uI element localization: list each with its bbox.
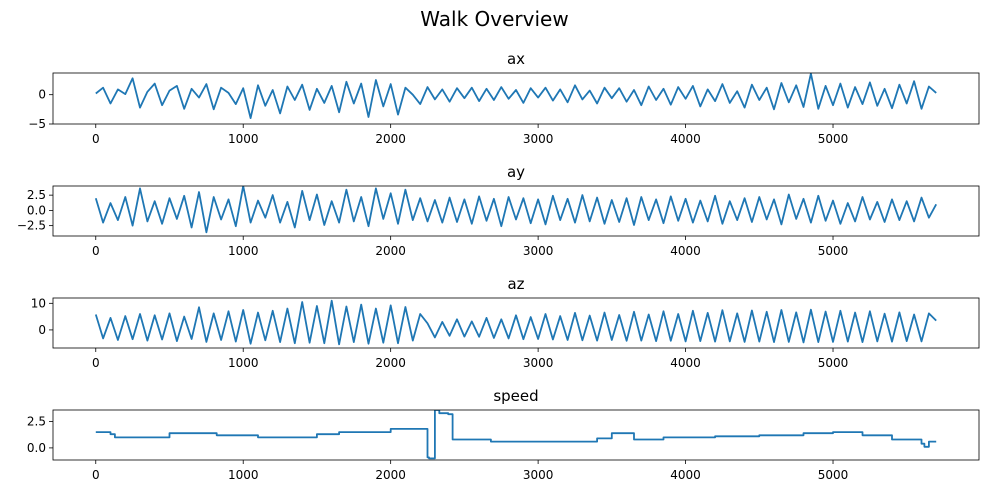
series-line-ax xyxy=(95,73,937,119)
x-tick-label: 5000 xyxy=(818,244,849,258)
x-tick-label: 3000 xyxy=(523,356,554,370)
axes-frame xyxy=(52,72,980,125)
x-tick-label: 1000 xyxy=(228,468,259,482)
x-tick-label: 0 xyxy=(92,468,100,482)
subplot-az: az 0 1000 2000 3000 4000 5000 10 0 xyxy=(31,275,980,370)
y-tick-label: 0 xyxy=(38,323,46,337)
y-tick-label: 0 xyxy=(38,88,46,102)
x-tick-label: 0 xyxy=(92,244,100,258)
y-tick-label: 2.5 xyxy=(27,415,46,429)
subplot-ay: ay 0 1000 2000 3000 4000 5000 2.50.0 −2.5 xyxy=(17,163,980,258)
x-tick-label: 3000 xyxy=(523,468,554,482)
series-line-az xyxy=(94,299,937,346)
x-tick-label: 1000 xyxy=(228,244,259,258)
subplot-title: ax xyxy=(507,50,525,68)
x-tick-label: 2000 xyxy=(375,468,406,482)
x-tick-label: 3000 xyxy=(523,132,554,146)
y-tick-label: 2.5 xyxy=(27,188,46,202)
axes-frame xyxy=(52,409,980,461)
x-tick-label: 0 xyxy=(92,356,100,370)
x-tick-label: 2000 xyxy=(375,244,406,258)
x-tick-label: 4000 xyxy=(670,132,701,146)
y-tick-label: −2.5 xyxy=(17,219,46,233)
x-tick-label: 2000 xyxy=(375,356,406,370)
subplot-speed: speed 0 1000 2000 3000 4000 5000 2.5 0.0 xyxy=(27,387,980,482)
subplot-ax: ax 0 1000 2000 3000 4000 5000 0 −5 xyxy=(28,50,980,146)
series-line-speed xyxy=(95,410,937,460)
x-tick-label: 2000 xyxy=(375,132,406,146)
x-tick-label: 5000 xyxy=(818,468,849,482)
x-tick-label: 5000 xyxy=(818,356,849,370)
subplot-title: speed xyxy=(493,387,538,405)
x-tick-label: 1000 xyxy=(228,132,259,146)
x-tick-label: 4000 xyxy=(670,244,701,258)
y-tick-label: 10 xyxy=(31,296,46,310)
y-tick-label: 0.0 xyxy=(27,441,46,455)
figure-title: Walk Overview xyxy=(420,7,568,31)
y-tick-label: 0.0 xyxy=(27,203,46,217)
axes-frame xyxy=(52,297,980,349)
subplot-title: az xyxy=(507,275,524,293)
axes-frame xyxy=(52,185,980,237)
x-tick-label: 1000 xyxy=(228,356,259,370)
series-line-ay xyxy=(94,186,937,234)
x-tick-label: 0 xyxy=(92,132,100,146)
x-tick-label: 4000 xyxy=(670,468,701,482)
x-tick-label: 3000 xyxy=(523,244,554,258)
x-tick-label: 4000 xyxy=(670,356,701,370)
x-tick-label: 5000 xyxy=(818,132,849,146)
subplot-title: ay xyxy=(507,163,525,181)
y-tick-label: −5 xyxy=(28,117,46,131)
